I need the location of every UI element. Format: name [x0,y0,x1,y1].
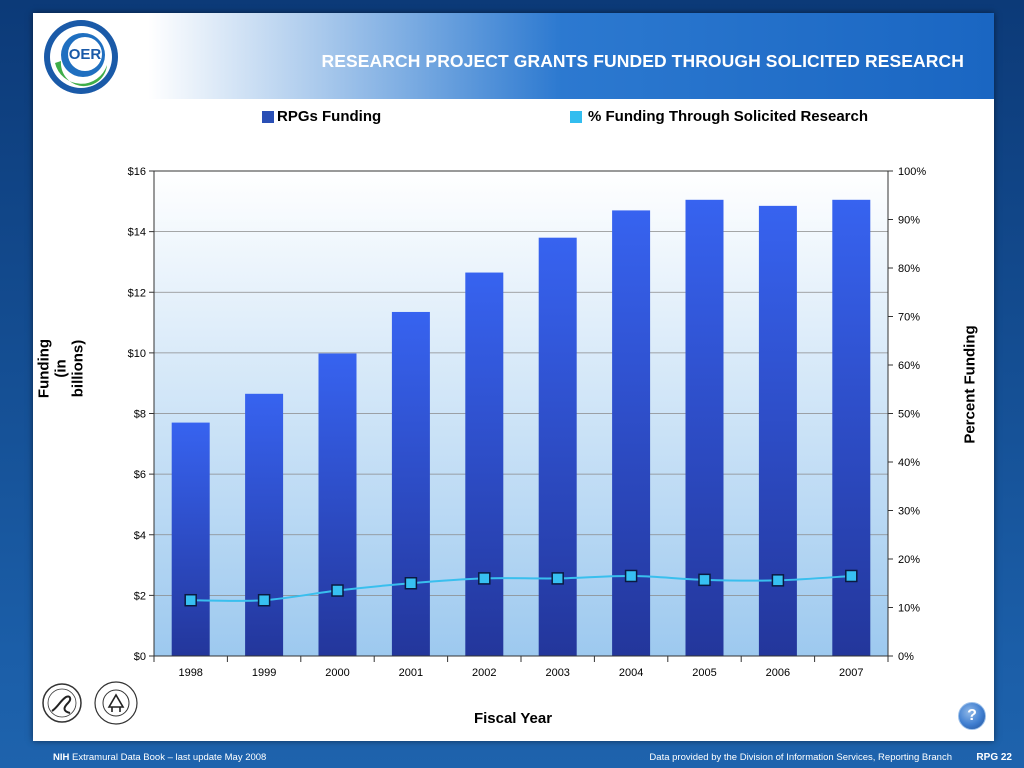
bar [171,422,210,656]
x-tick-label: 2000 [325,667,349,679]
legend-item-percent: % Funding Through Solicited Research [570,108,868,125]
line-point [698,573,711,587]
y-tick-label: $0 [134,651,146,663]
footer-left-text: Extramural Data Book – last update May 2… [69,752,267,763]
line-point [184,593,197,607]
y-tick-label: $10 [128,348,146,360]
y2-tick-label: 100% [898,166,926,178]
y2-tick-label: 50% [898,409,920,421]
x-tick-label: 2007 [839,667,863,679]
line-point [624,569,638,583]
x-tick-label: 2004 [619,667,643,679]
line-point [478,572,491,585]
bar [318,353,357,656]
help-button[interactable]: ? [958,702,986,730]
legend-item-rpgs: RPGs Funding [262,108,381,125]
footer-org: NIH [53,752,70,763]
footer-data-credit: Data provided by the Division of Informa… [649,752,952,763]
y2-tick-label: 40% [898,457,920,469]
bar [465,272,504,656]
page-number: RPG 22 [976,752,1012,763]
y2-tick-label: 90% [898,215,920,227]
slide-title: RESEARCH PROJECT GRANTS FUNDED THROUGH S… [321,51,964,71]
series-line-percent [190,574,852,602]
bar [832,199,871,656]
y-axis-title-left: Funding (in billions) [36,334,87,404]
y2-tick-label: 70% [898,312,920,324]
y2-tick-label: 80% [898,263,920,275]
y2-tick-label: 10% [898,603,920,615]
x-tick-label: 2006 [766,667,790,679]
line-point [845,569,858,583]
y-tick-label: $2 [134,590,146,602]
y-axis-title-left-line1: Funding [35,338,53,399]
bar [245,393,284,656]
hhs-seal-icon [42,683,82,723]
footer-source: NIH Extramural Data Book – last update M… [53,752,266,763]
legend-swatch-line [570,110,582,123]
y-tick-label: $8 [134,409,146,421]
y-axis-title-right: Percent Funding [961,325,979,444]
y2-tick-label: 0% [898,651,914,663]
legend-label-rpgs: RPGs Funding [277,108,382,125]
oer-logo: OER [44,20,118,94]
x-tick-label: 2002 [472,667,496,679]
line-point [331,584,344,597]
line-point [404,577,418,590]
bar [612,210,651,656]
y2-tick-label: 30% [898,506,920,518]
bar [538,237,577,656]
line-point [771,574,785,587]
y-tick-label: $4 [134,530,146,542]
bar [391,311,430,656]
x-tick-label: 2005 [692,667,716,679]
legend-label-percent: % Funding Through Solicited Research [588,108,869,125]
x-tick-label: 2001 [399,667,423,679]
y-tick-label: $6 [134,469,146,481]
x-tick-label: 1999 [252,667,276,679]
x-tick-label: 2003 [545,667,569,679]
title-banner [33,13,994,99]
y2-tick-label: 60% [898,360,920,372]
y2-tick-label: 20% [898,554,920,566]
bar [685,199,724,656]
y-tick-label: $16 [128,166,146,178]
nih-seal-icon [94,681,138,725]
y-axis-title-left-line2: (in billions) [52,339,87,398]
x-tick-label: 1998 [178,667,202,679]
y-tick-label: $14 [128,227,146,239]
logo-text: OER [69,46,102,63]
legend-swatch-bar [262,110,274,123]
y-tick-label: $12 [128,287,146,299]
x-axis-title: Fiscal Year [473,710,553,727]
line-point [551,572,564,585]
line-point [257,593,271,607]
bar [758,205,797,656]
